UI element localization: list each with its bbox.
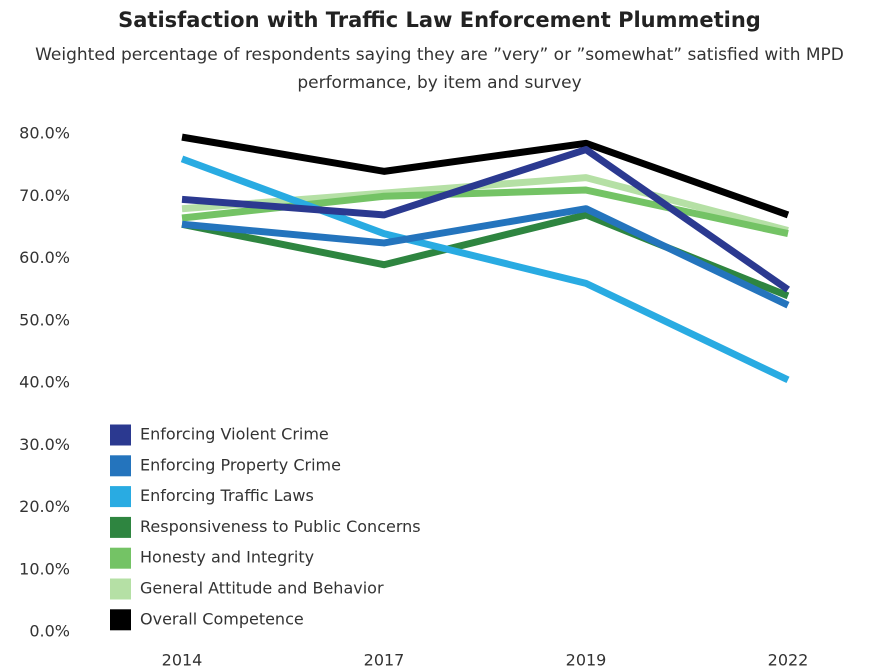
series-line: [180, 155, 790, 384]
legend-label: Responsiveness to Public Concerns: [140, 517, 421, 536]
legend-label: General Attitude and Behavior: [140, 579, 384, 598]
legend-swatch: [110, 609, 131, 631]
y-tick-label: 80.0%: [19, 124, 70, 143]
y-tick-label: 70.0%: [19, 186, 70, 205]
y-tick-label: 10.0%: [19, 559, 70, 578]
series-line: [181, 146, 790, 293]
chart-subtitle: Weighted percentage of respondents sayin…: [35, 45, 844, 93]
legend-swatch: [110, 547, 131, 569]
x-tick-label: 2017: [364, 651, 405, 670]
x-tick-label: 2019: [566, 651, 607, 670]
legend-swatch: [110, 486, 131, 508]
legend-label: Overall Competence: [140, 609, 304, 628]
x-tick-label: 2014: [162, 651, 203, 670]
legend-swatch: [110, 578, 131, 600]
legend-label: Enforcing Property Crime: [140, 455, 341, 474]
y-tick-label: 30.0%: [19, 435, 70, 454]
series-line: [181, 133, 790, 219]
legend-label: Honesty and Integrity: [140, 548, 314, 567]
legend-swatch: [110, 516, 131, 538]
chart-title: Satisfaction with Traffic Law Enforcemen…: [118, 8, 761, 32]
legend-label: Enforcing Traffic Laws: [140, 486, 314, 505]
x-tick-label: 2022: [768, 651, 809, 670]
legend-swatch: [110, 424, 131, 446]
y-tick-label: 40.0%: [19, 373, 70, 392]
y-tick-label: 20.0%: [19, 497, 70, 516]
legend-label: Enforcing Violent Crime: [140, 425, 329, 444]
y-tick-label: 60.0%: [19, 248, 70, 267]
y-tick-label: 0.0%: [29, 622, 70, 641]
series-line: [181, 205, 790, 309]
y-tick-label: 50.0%: [19, 310, 70, 329]
legend-swatch: [110, 455, 131, 477]
